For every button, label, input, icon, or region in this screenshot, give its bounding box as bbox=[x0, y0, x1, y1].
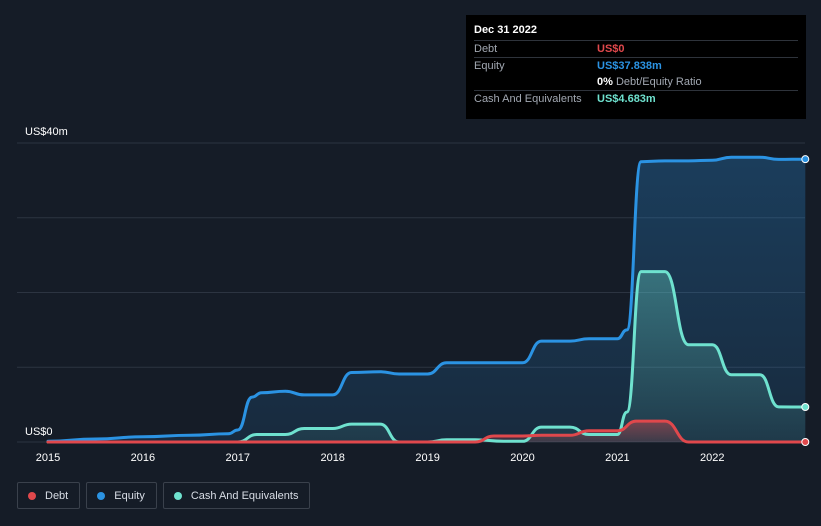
y-axis-bottom-label: US$0 bbox=[25, 426, 53, 438]
tooltip-equity-value: US$37.838m bbox=[597, 60, 662, 72]
equity-line bbox=[46, 155, 807, 443]
tooltip-ratio-value: 0% bbox=[597, 76, 613, 88]
debt-area bbox=[48, 421, 806, 442]
tooltip-debt-label: Debt bbox=[474, 43, 498, 55]
debt-end-marker bbox=[801, 438, 810, 446]
chart-labels: US$40m US$0 2015 2016 2017 2018 2019 2020 2021 20… bbox=[25, 126, 725, 464]
equity-end-marker bbox=[801, 155, 810, 164]
tooltip-date: Dec 31 2022 bbox=[474, 24, 537, 36]
x-tick-label: 2019 bbox=[415, 452, 439, 464]
x-tick-label: 2022 bbox=[700, 452, 724, 464]
tooltip-debt-value: US$0 bbox=[597, 43, 625, 55]
cash-end-marker bbox=[801, 402, 810, 411]
cash-area bbox=[48, 271, 806, 442]
legend-debt-label: Debt bbox=[45, 489, 69, 502]
tooltip-row-cash: Cash And Equivalents US$4.683m bbox=[474, 90, 798, 107]
legend-debt-dot-icon bbox=[28, 491, 36, 500]
debt-line bbox=[46, 419, 807, 444]
tooltip-cash-label: Cash And Equivalents bbox=[474, 93, 582, 105]
legend-cash-dot-icon bbox=[173, 491, 182, 500]
tooltip-equity-label: Equity bbox=[474, 60, 505, 72]
x-tick-label: 2020 bbox=[510, 452, 534, 464]
legend-cash-label: Cash And Equivalents bbox=[190, 489, 299, 502]
legend-item-debt[interactable]: Debt bbox=[17, 482, 81, 509]
legend-equity-label: Equity bbox=[114, 489, 145, 502]
tooltip-row-ratio: 0% Debt/Equity Ratio bbox=[474, 74, 798, 90]
data-tooltip: Dec 31 2022 Debt US$0 Equity US$37.838m … bbox=[466, 15, 806, 119]
chart-legend: Debt Equity Cash And Equivalents bbox=[17, 482, 311, 509]
x-tick-label: 2018 bbox=[320, 452, 344, 464]
tooltip-ratio-label: Debt/Equity Ratio bbox=[615, 76, 702, 88]
tooltip-cash-value: US$4.683m bbox=[597, 93, 656, 105]
chart-lines bbox=[46, 155, 807, 444]
chart-end-markers bbox=[801, 155, 810, 446]
x-tick-label: 2015 bbox=[36, 452, 60, 464]
x-tick-label: 2021 bbox=[605, 452, 629, 464]
y-axis-top-label: US$40m bbox=[25, 126, 68, 138]
x-tick-label: 2016 bbox=[131, 452, 155, 464]
legend-item-cash[interactable]: Cash And Equivalents bbox=[162, 482, 311, 509]
tooltip-row-debt: Debt US$0 bbox=[474, 40, 798, 57]
legend-item-equity[interactable]: Equity bbox=[86, 482, 157, 509]
chart-areas bbox=[48, 157, 806, 442]
legend-equity-dot-icon bbox=[97, 491, 106, 500]
x-tick-label: 2017 bbox=[226, 452, 250, 464]
cash-line bbox=[46, 270, 807, 444]
equity-area bbox=[48, 157, 806, 442]
tooltip-row-equity: Equity US$37.838m bbox=[474, 57, 798, 74]
